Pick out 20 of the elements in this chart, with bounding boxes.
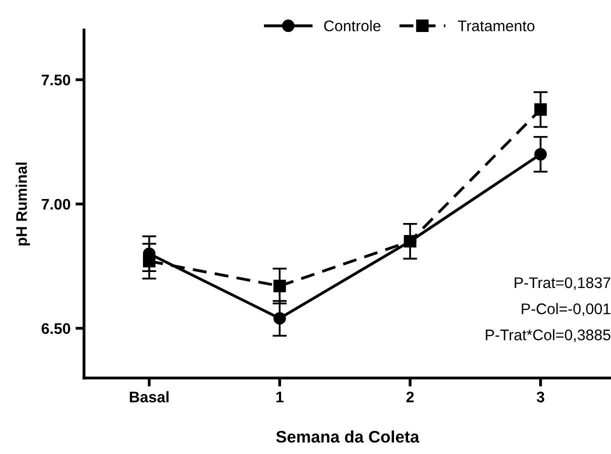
y-tick-label: 7.50 (42, 74, 70, 86)
x-tick-label: 1 (276, 392, 284, 402)
y-tick-label: 7.00 (42, 198, 70, 210)
legend-label: Controle (324, 20, 380, 32)
point (534, 103, 547, 116)
point (534, 148, 547, 161)
x-axis-title: Semana da Coleta (276, 430, 420, 443)
point (404, 235, 416, 248)
point (273, 312, 286, 325)
x-tick-label: Basal (130, 391, 169, 402)
x-tick-label: 2 (406, 392, 414, 402)
y-tick-label: 6.50 (42, 323, 70, 334)
annotation: P-Col=-0,001 (522, 303, 610, 316)
point (142, 254, 156, 268)
legend-label: Tratamento (458, 20, 534, 32)
y-axis-title: pH Ruminal (16, 162, 30, 246)
annotation: P-Trat*Col=0,3885 (486, 329, 610, 342)
point (273, 280, 286, 292)
x-tick-label: 3 (536, 392, 544, 402)
annotation: P-Trat=0,1837 (514, 277, 610, 290)
